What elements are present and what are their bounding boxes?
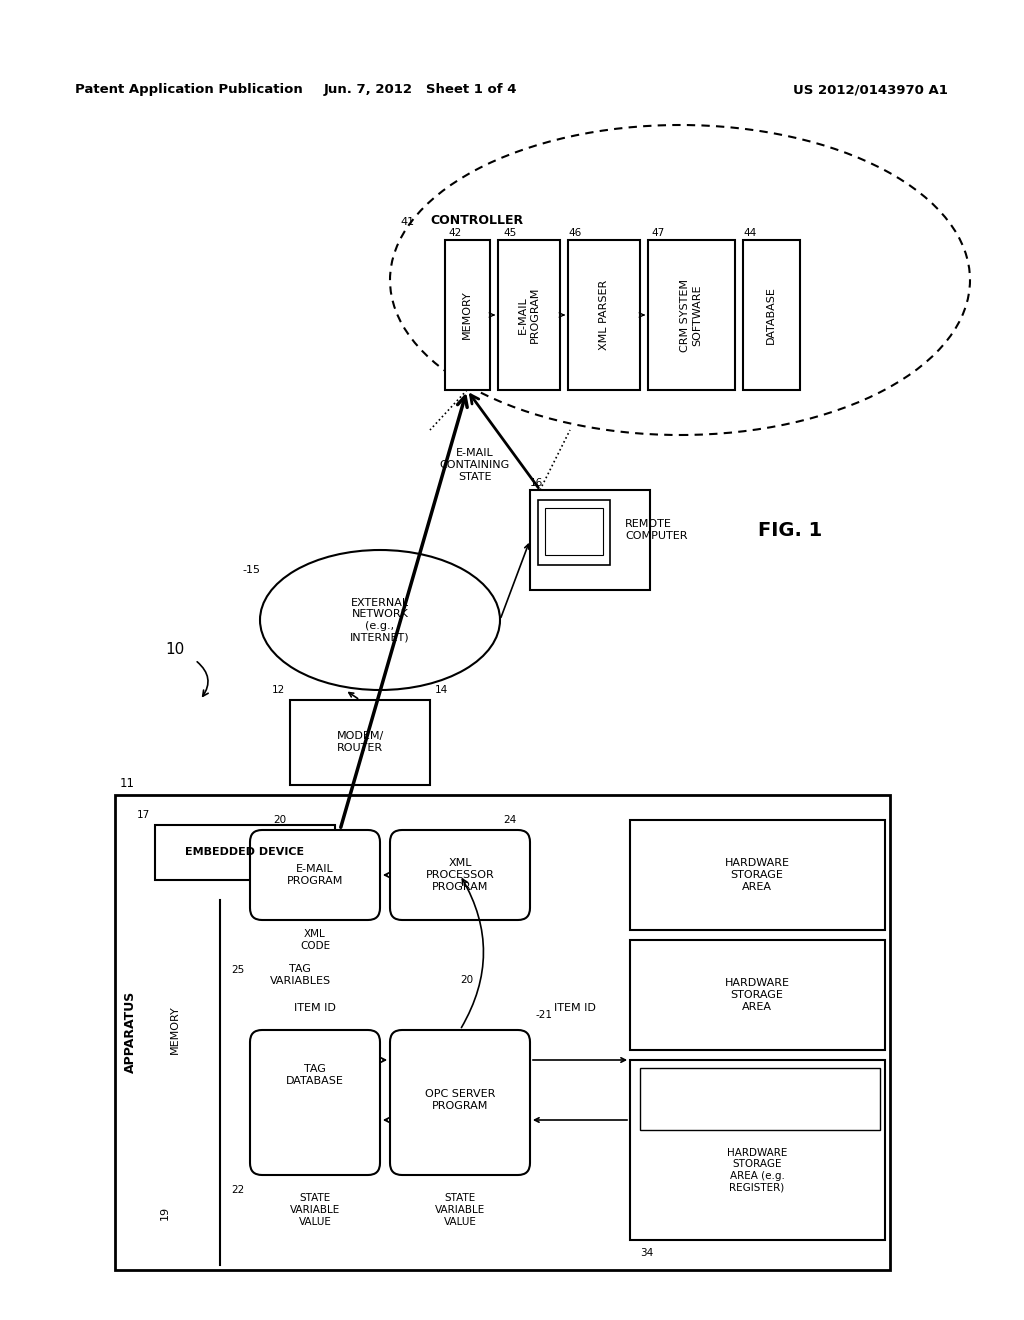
Text: XML
CODE: XML CODE [300, 929, 330, 950]
Bar [290, 700, 430, 785]
Text: Jun. 7, 2012   Sheet 1 of 4: Jun. 7, 2012 Sheet 1 of 4 [324, 83, 517, 96]
Text: 22: 22 [231, 1185, 245, 1195]
Text: DATABASE: DATABASE [766, 286, 776, 345]
Text: ITEM ID: ITEM ID [294, 1003, 336, 1012]
Text: HARDWARE
STORAGE
AREA: HARDWARE STORAGE AREA [725, 978, 790, 1011]
Text: CONTROLLER: CONTROLLER [430, 214, 523, 227]
Text: FIG. 1: FIG. 1 [758, 520, 822, 540]
Ellipse shape [390, 125, 970, 436]
Text: E-MAIL
PROGRAM: E-MAIL PROGRAM [518, 286, 540, 343]
Text: 20: 20 [460, 975, 473, 985]
Text: 41: 41 [400, 216, 415, 227]
Text: XML PARSER: XML PARSER [599, 280, 609, 350]
FancyBboxPatch shape [390, 1030, 530, 1175]
Text: 10: 10 [165, 643, 184, 657]
Text: US 2012/0143970 A1: US 2012/0143970 A1 [793, 83, 947, 96]
Text: MEMORY: MEMORY [170, 1006, 180, 1055]
Text: 46: 46 [568, 228, 582, 238]
Bar [743, 240, 800, 389]
FancyBboxPatch shape [250, 830, 380, 920]
Text: 34: 34 [640, 1247, 653, 1258]
Text: 24: 24 [504, 814, 517, 825]
Text: HARDWARE
STORAGE
AREA (e.g.
REGISTER): HARDWARE STORAGE AREA (e.g. REGISTER) [727, 1147, 787, 1192]
Text: Patent Application Publication: Patent Application Publication [75, 83, 303, 96]
Bar [648, 240, 735, 389]
Bar [538, 500, 610, 565]
Text: TAG
VARIABLES: TAG VARIABLES [269, 964, 331, 986]
Text: 20: 20 [273, 814, 287, 825]
Text: CRM SYSTEM
SOFTWARE: CRM SYSTEM SOFTWARE [680, 279, 701, 351]
Text: 25: 25 [231, 965, 245, 975]
Text: 12: 12 [271, 685, 285, 696]
Text: E-MAIL
PROGRAM: E-MAIL PROGRAM [287, 865, 343, 886]
Text: XML
PROCESSOR
PROGRAM: XML PROCESSOR PROGRAM [426, 858, 495, 891]
Text: ITEM ID: ITEM ID [554, 1003, 596, 1012]
Text: TAG
DATABASE: TAG DATABASE [286, 1064, 344, 1086]
Text: MEMORY: MEMORY [462, 290, 472, 339]
Text: REMOTE
COMPUTER: REMOTE COMPUTER [625, 519, 687, 541]
Text: 45: 45 [504, 228, 517, 238]
Bar [630, 820, 885, 931]
Text: MODEM/
ROUTER: MODEM/ ROUTER [336, 731, 384, 752]
Bar [630, 940, 885, 1049]
Bar [568, 240, 640, 389]
Text: -21: -21 [535, 1010, 552, 1020]
Text: -15: -15 [242, 565, 260, 576]
Text: 16: 16 [530, 478, 544, 488]
Text: E-MAIL
CONTAINING
STATE: E-MAIL CONTAINING STATE [440, 449, 510, 482]
Text: 44: 44 [743, 228, 757, 238]
Bar [498, 240, 560, 389]
Bar [545, 508, 603, 554]
Text: 17: 17 [137, 810, 150, 820]
Bar [445, 240, 490, 389]
Text: 14: 14 [435, 685, 449, 696]
Text: 19: 19 [160, 1206, 170, 1220]
Text: STATE
VARIABLE
VALUE: STATE VARIABLE VALUE [435, 1193, 485, 1226]
Text: 42: 42 [449, 228, 462, 238]
Bar [115, 795, 890, 1270]
Bar [630, 1060, 885, 1239]
Text: EXTERNAL
NETWORK
(e.g.,
INTERNET): EXTERNAL NETWORK (e.g., INTERNET) [350, 598, 410, 643]
Bar [640, 1068, 880, 1130]
Bar [530, 490, 650, 590]
Text: 11: 11 [120, 777, 135, 789]
Text: APPARATUS: APPARATUS [124, 991, 136, 1073]
Text: 47: 47 [651, 228, 665, 238]
Text: STATE
VARIABLE
VALUE: STATE VARIABLE VALUE [290, 1193, 340, 1226]
Text: HARDWARE
STORAGE
AREA: HARDWARE STORAGE AREA [725, 858, 790, 891]
Text: OPC SERVER
PROGRAM: OPC SERVER PROGRAM [425, 1089, 496, 1111]
Ellipse shape [260, 550, 500, 690]
Bar [155, 825, 335, 880]
Text: EMBEDDED DEVICE: EMBEDDED DEVICE [185, 847, 304, 857]
FancyBboxPatch shape [390, 830, 530, 920]
FancyBboxPatch shape [250, 1030, 380, 1175]
